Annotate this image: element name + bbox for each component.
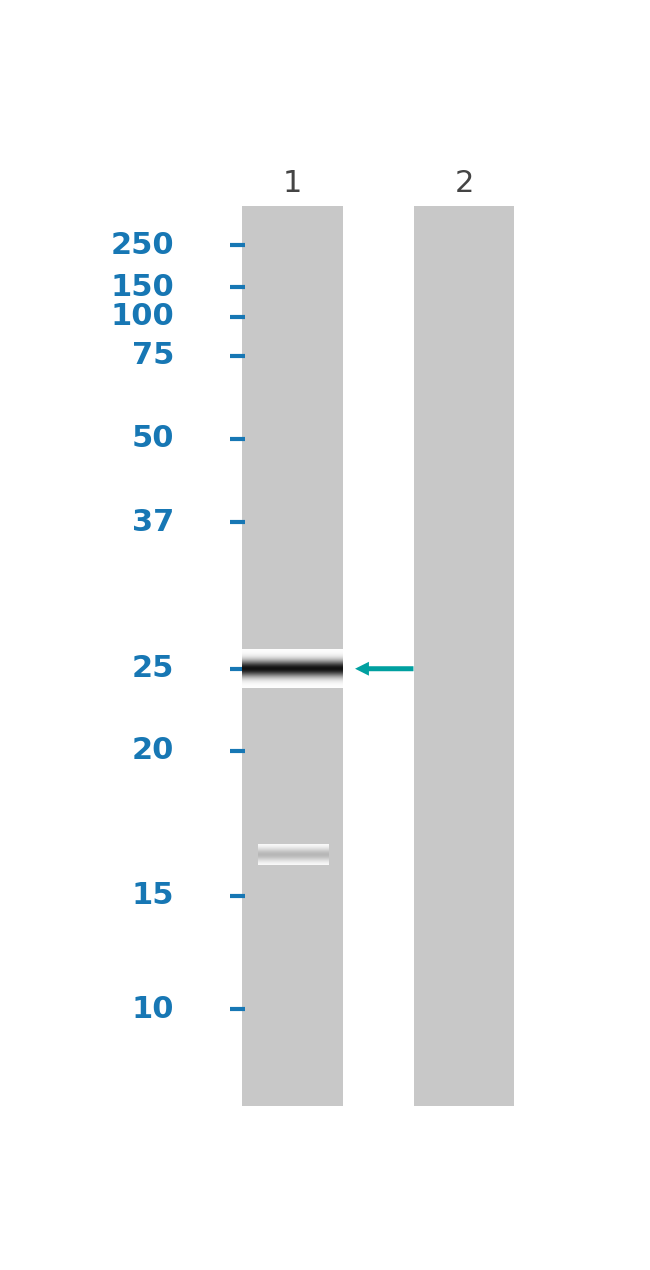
Bar (242, 206, 343, 1106)
Text: 1: 1 (283, 169, 302, 198)
Text: 100: 100 (111, 302, 174, 331)
Text: 20: 20 (132, 737, 174, 766)
Text: 50: 50 (132, 424, 174, 453)
Text: 250: 250 (111, 231, 174, 260)
Text: 10: 10 (132, 994, 174, 1024)
Text: 2: 2 (454, 169, 474, 198)
Text: 37: 37 (132, 508, 174, 536)
Text: 15: 15 (132, 881, 174, 911)
Text: 150: 150 (111, 273, 174, 302)
Text: 75: 75 (132, 342, 174, 371)
Text: 25: 25 (132, 654, 174, 683)
Bar (414, 206, 515, 1106)
